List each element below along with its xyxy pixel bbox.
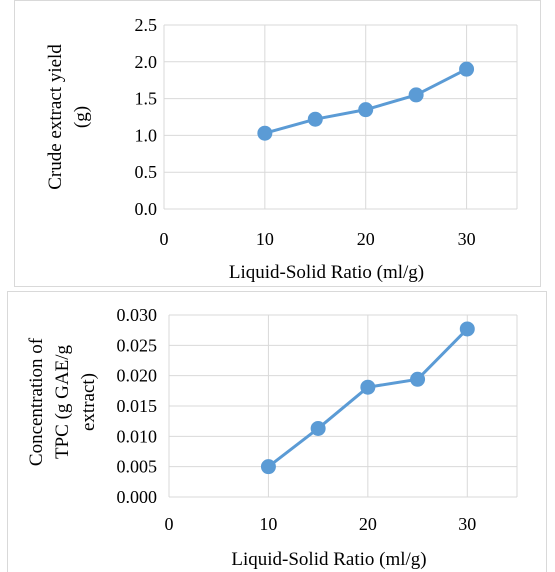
- yield-x-tick-label: 30: [458, 229, 476, 249]
- yield-y-tick-label: 1.0: [135, 125, 158, 145]
- tpc-x-tick-label: 10: [259, 514, 277, 534]
- tpc-y-axis-title-line: Concentration of: [26, 337, 47, 466]
- tpc-y-tick-label: 0.010: [117, 426, 158, 446]
- yield-data-point: [358, 102, 374, 118]
- yield-x-tick-label: 10: [256, 229, 274, 249]
- yield-y-axis-title-line: Crude extract yield: [45, 44, 66, 190]
- yield-y-tick-label: 2.5: [135, 15, 158, 35]
- yield-x-tick-label: 0: [160, 229, 169, 249]
- tpc-y-tick-label: 0.020: [117, 366, 158, 386]
- yield-y-tick-label: 1.5: [135, 89, 158, 109]
- tpc-y-axis-title: Concentration of TPC (g GAE/g extract): [26, 337, 99, 466]
- yield-y-tick-label: 2.0: [135, 52, 158, 72]
- yield-y-axis-title: Crude extract yield (g): [45, 44, 92, 190]
- tpc-x-axis-title: Liquid-Solid Ratio (ml/g): [231, 549, 426, 570]
- tpc-y-tick-label: 0.030: [117, 305, 158, 325]
- tpc-data-point: [310, 420, 326, 436]
- tpc-data-point: [260, 459, 276, 475]
- yield-x-tick-label: 20: [357, 229, 375, 249]
- tpc-y-tick-label: 0.005: [117, 457, 158, 477]
- tpc-y-tick-label: 0.025: [117, 335, 158, 355]
- chart-panel-yield: [14, 0, 541, 287]
- tpc-data-point: [360, 379, 376, 395]
- tpc-data-point: [410, 371, 426, 387]
- tpc-y-tick-label: 0.000: [117, 487, 158, 507]
- tpc-y-axis-title-line: TPC (g GAE/g: [52, 345, 73, 460]
- tpc-y-tick-label: 0.015: [117, 396, 158, 416]
- yield-data-point: [408, 87, 424, 103]
- tpc-x-tick-label: 0: [165, 514, 174, 534]
- yield-data-point: [307, 111, 323, 127]
- tpc-x-tick-label: 30: [458, 514, 476, 534]
- tpc-x-tick-label: 20: [359, 514, 377, 534]
- tpc-y-axis-title-line: extract): [78, 373, 99, 431]
- tpc-data-point: [459, 321, 475, 337]
- yield-x-axis-title: Liquid-Solid Ratio (ml/g): [229, 262, 424, 283]
- yield-y-tick-label: 0.5: [135, 162, 158, 182]
- yield-data-point: [459, 61, 475, 77]
- yield-y-tick-label: 0.0: [135, 199, 158, 219]
- yield-y-axis-title-line: (g): [71, 106, 92, 128]
- yield-data-point: [257, 125, 273, 141]
